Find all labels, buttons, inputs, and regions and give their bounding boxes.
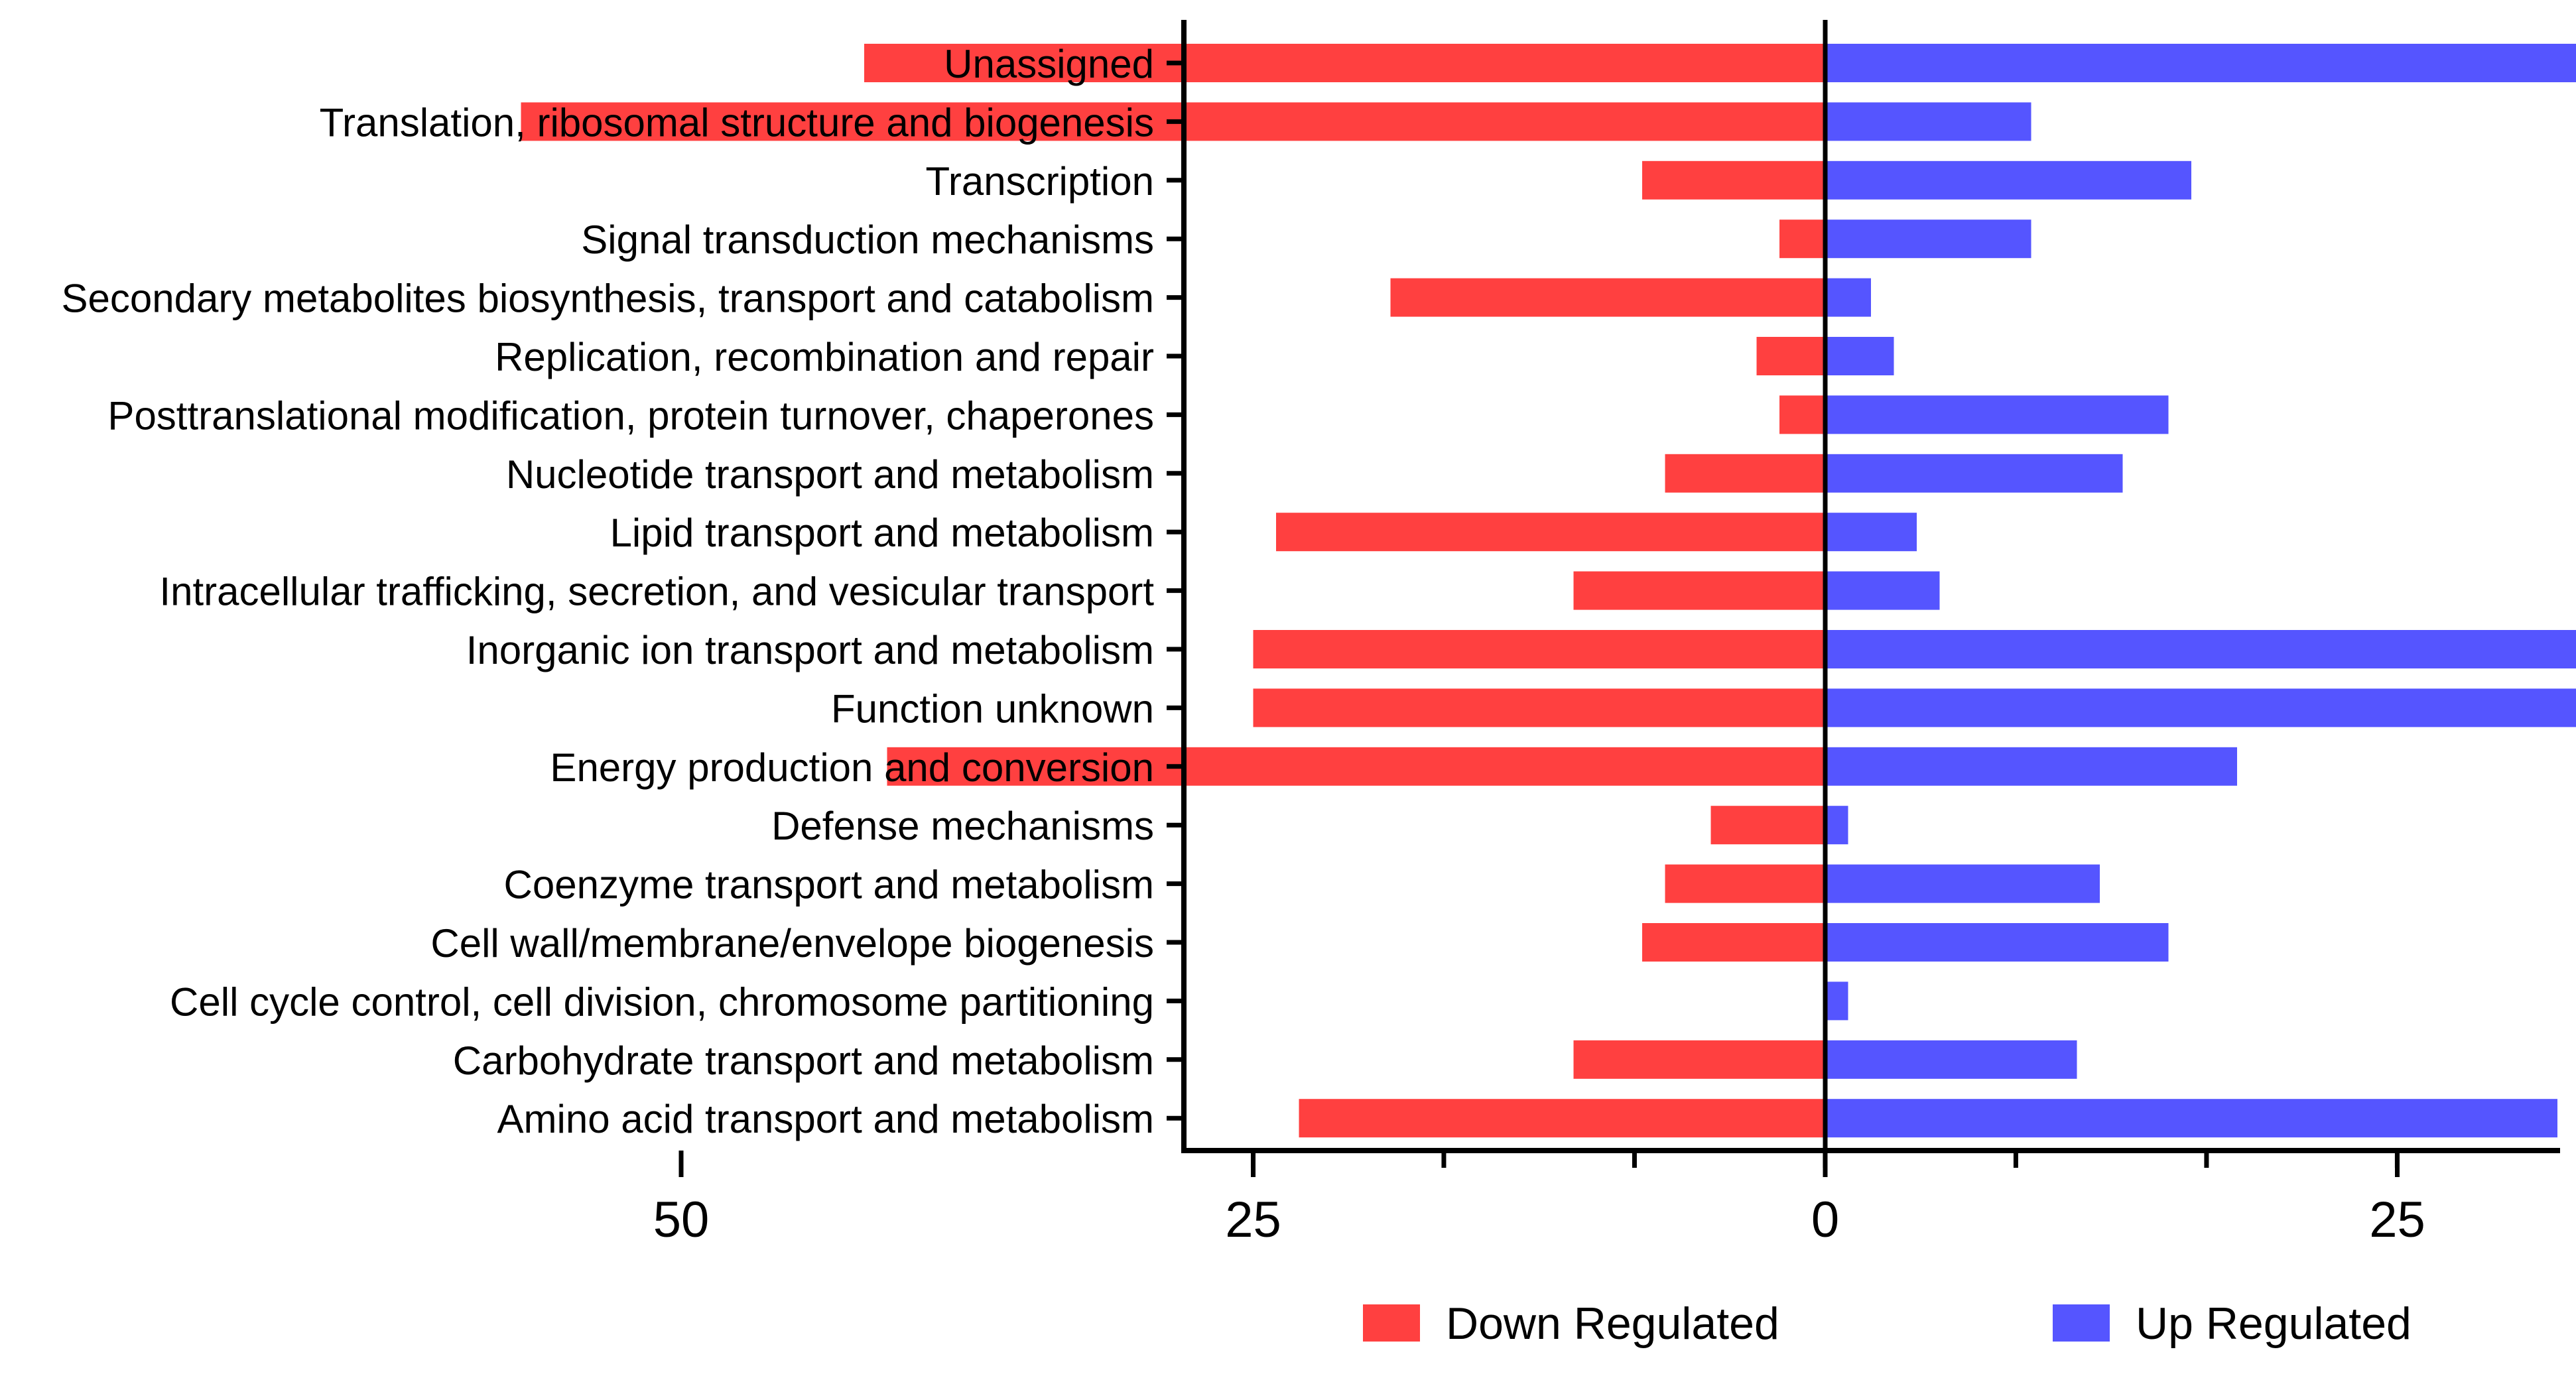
legend-up-regulated-label: Up Regulated xyxy=(2136,1298,2412,1349)
bar-up-regulated xyxy=(1825,395,2169,434)
bar-down-regulated xyxy=(1711,806,1826,844)
x-tick-label: 0 xyxy=(1811,1192,1839,1248)
bar-up-regulated xyxy=(1825,44,2576,82)
category-label: Replication, recombination and repair xyxy=(495,335,1154,379)
bar-down-regulated xyxy=(1642,161,1825,200)
category-label: Transcription xyxy=(925,159,1154,204)
category-label: Inorganic ion transport and metabolism xyxy=(466,628,1154,672)
category-label: Cell cycle control, cell division, chrom… xyxy=(170,979,1154,1024)
bar-up-regulated xyxy=(1825,102,2031,141)
legend-up-regulated-swatch xyxy=(2053,1304,2110,1342)
bar-up-regulated xyxy=(1825,513,1917,551)
category-label: Translation, ribosomal structure and bio… xyxy=(320,100,1154,145)
bar-up-regulated xyxy=(1825,220,2031,258)
bar-up-regulated xyxy=(1825,865,2100,903)
legend: Down Regulated Up Regulated xyxy=(1363,1298,2412,1349)
x-tick-label: 50 xyxy=(653,1192,710,1248)
bar-down-regulated xyxy=(1574,572,1826,610)
bar-down-regulated xyxy=(1779,395,1825,434)
category-label: Secondary metabolites biosynthesis, tran… xyxy=(61,277,1154,321)
bar-down-regulated xyxy=(1254,630,1826,668)
bar-up-regulated xyxy=(1825,747,2237,786)
category-label: Nucleotide transport and metabolism xyxy=(506,452,1154,497)
bar-up-regulated xyxy=(1825,923,2169,962)
category-label: Posttranslational modification, protein … xyxy=(107,393,1154,438)
category-label: Signal transduction mechanisms xyxy=(581,218,1154,262)
bar-up-regulated xyxy=(1825,161,2191,200)
category-label: Coenzyme transport and metabolism xyxy=(504,863,1154,907)
category-label: Energy production and conversion xyxy=(550,745,1154,790)
category-label: Unassigned xyxy=(944,42,1154,86)
legend-down-regulated-label: Down Regulated xyxy=(1446,1298,1779,1349)
bar-down-regulated xyxy=(1642,923,1825,962)
bar-up-regulated xyxy=(1825,688,2576,727)
bar-up-regulated xyxy=(1825,572,1940,610)
x-tick-label: 25 xyxy=(2369,1192,2425,1248)
category-label: Carbohydrate transport and metabolism xyxy=(453,1038,1154,1083)
bar-up-regulated xyxy=(1825,337,1894,375)
bar-down-regulated xyxy=(1665,454,1826,493)
bar-down-regulated xyxy=(1254,688,1826,727)
bar-down-regulated xyxy=(1757,337,1826,375)
bar-up-regulated xyxy=(1825,981,1848,1020)
bar-up-regulated xyxy=(1825,454,2123,493)
bar-down-regulated xyxy=(1391,279,1826,317)
bar-down-regulated xyxy=(1665,865,1826,903)
bar-down-regulated xyxy=(1276,513,1825,551)
category-label: Function unknown xyxy=(831,686,1154,731)
category-label: Cell wall/membrane/envelope biogenesis xyxy=(430,921,1154,966)
bar-up-regulated xyxy=(1825,630,2576,668)
category-label: Intracellular trafficking, secretion, an… xyxy=(159,570,1154,614)
bar-up-regulated xyxy=(1825,1040,2077,1079)
bar-down-regulated xyxy=(1779,220,1825,258)
bar-up-regulated xyxy=(1825,806,1848,844)
bar-down-regulated xyxy=(1299,1099,1826,1137)
bar-down-regulated xyxy=(1574,1040,1826,1079)
x-tick-label: 25 xyxy=(1225,1192,1281,1248)
category-label: Amino acid transport and metabolism xyxy=(497,1097,1154,1141)
category-label: Defense mechanisms xyxy=(771,804,1154,848)
bar-up-regulated xyxy=(1825,1099,2557,1137)
category-label: Lipid transport and metabolism xyxy=(610,511,1154,555)
bar-up-regulated xyxy=(1825,279,1871,317)
legend-down-regulated-swatch xyxy=(1363,1304,1420,1342)
